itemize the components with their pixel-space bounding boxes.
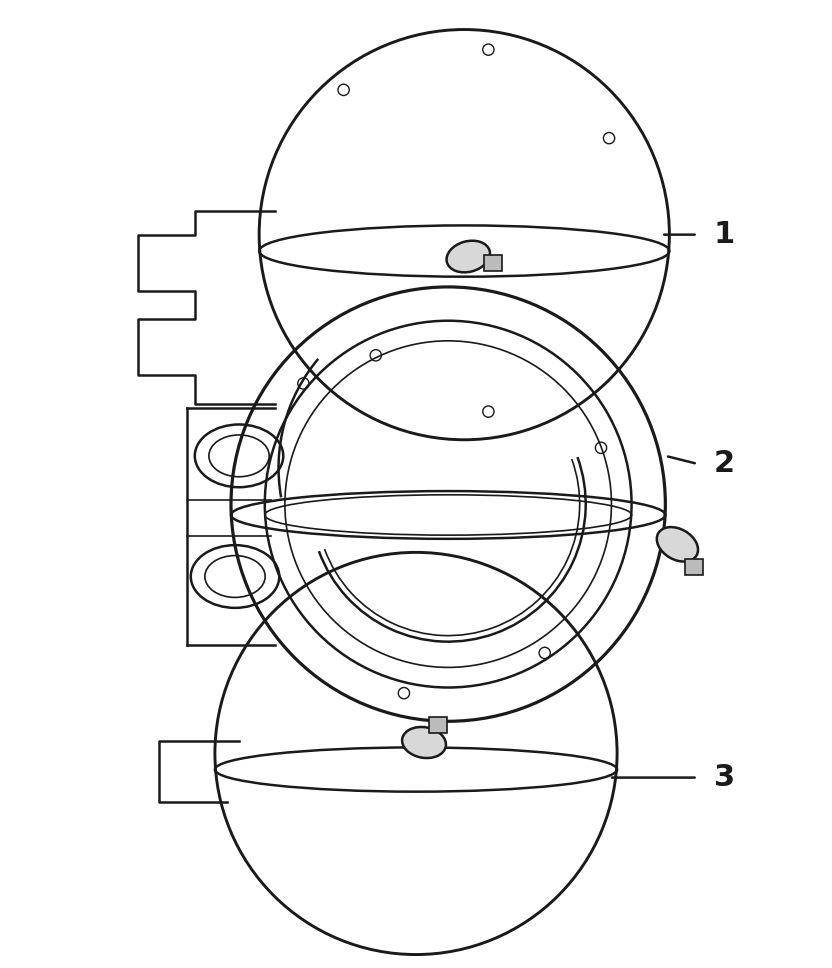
Bar: [484, 255, 502, 271]
Text: 3: 3: [714, 763, 735, 792]
Bar: [428, 716, 447, 733]
Text: 1: 1: [714, 220, 735, 249]
Bar: [686, 559, 703, 575]
Ellipse shape: [447, 241, 490, 272]
Ellipse shape: [402, 727, 446, 758]
Ellipse shape: [656, 528, 698, 561]
Text: 2: 2: [714, 449, 735, 478]
